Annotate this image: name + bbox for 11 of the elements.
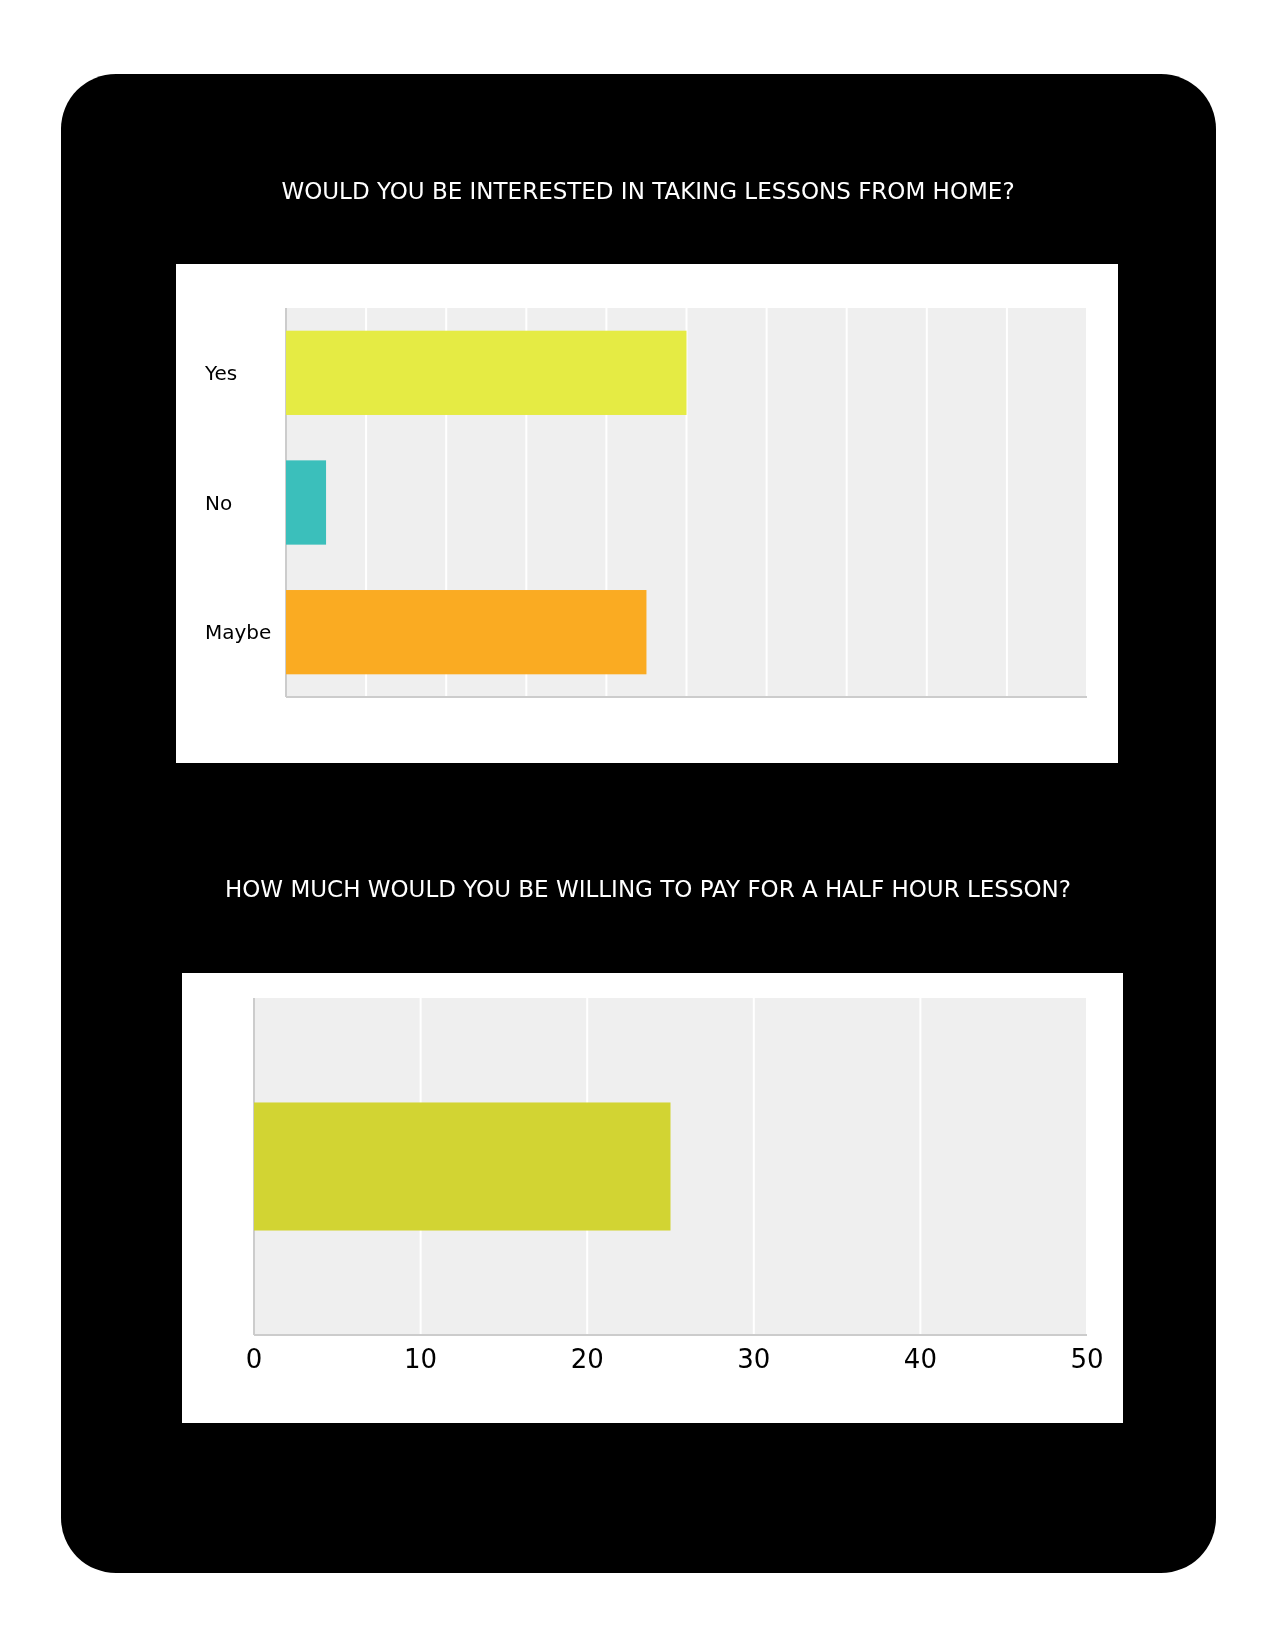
x-tick-label: 30	[737, 1344, 771, 1374]
y-tick-label: Maybe	[205, 620, 272, 645]
x-tick-label: 50	[1070, 1344, 1104, 1374]
x-tick-label: 40	[903, 1344, 937, 1374]
x-tick-label: 0	[245, 1344, 263, 1374]
x-tick-label: 10	[404, 1344, 438, 1374]
chart-title: WOULD YOU BE INTERESTED IN TAKING LESSONS FROM HOME?	[281, 178, 1015, 204]
y-tick-label: Yes	[204, 360, 238, 385]
x-tick-label: 20	[570, 1344, 604, 1374]
y-tick-label: No	[205, 490, 233, 515]
chart-title: HOW MUCH WOULD YOU BE WILLING TO PAY FOR A HALF HOUR LESSON?	[224, 876, 1072, 902]
